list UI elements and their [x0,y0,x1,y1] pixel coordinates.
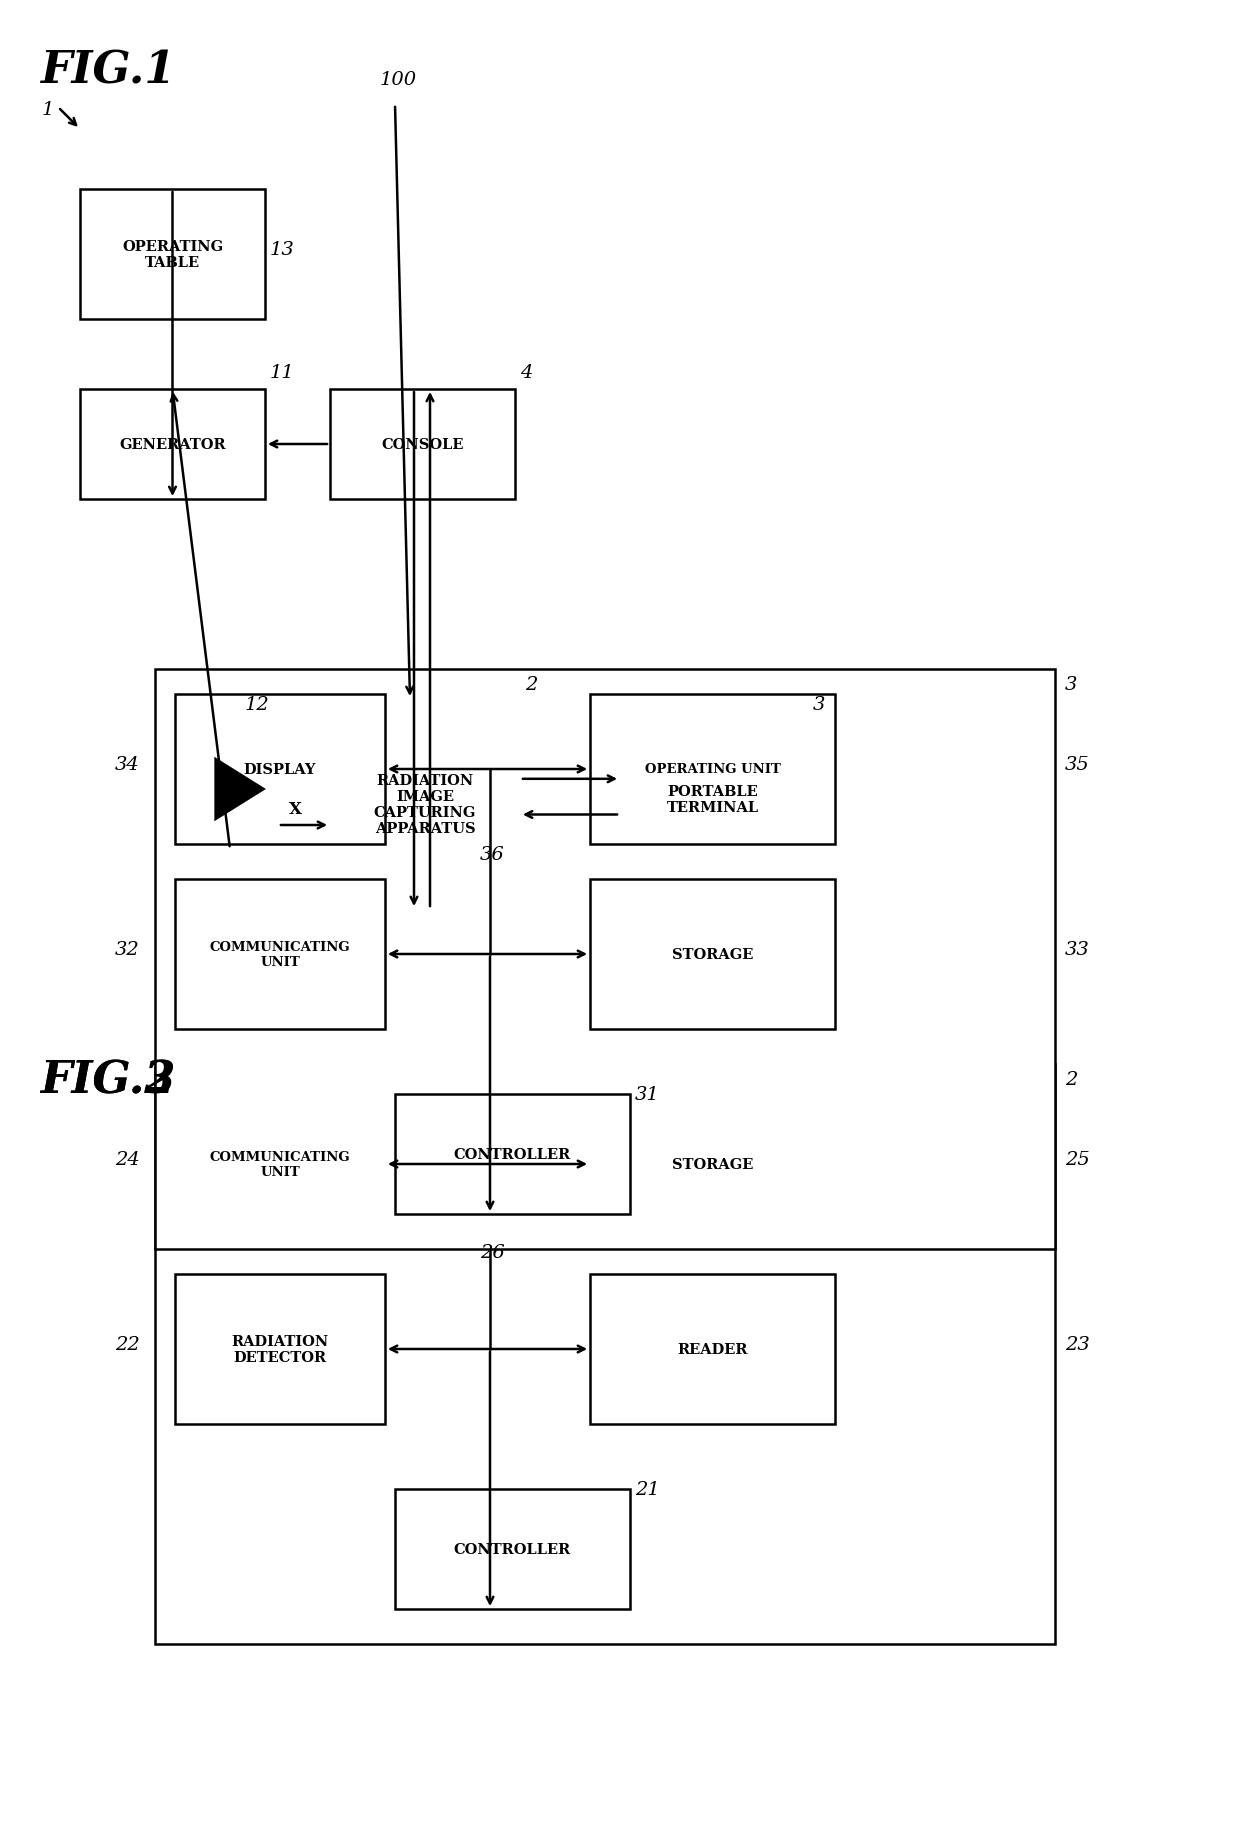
Ellipse shape [182,729,278,850]
Text: 36: 36 [480,846,505,864]
Text: OPERATING UNIT: OPERATING UNIT [645,764,780,777]
Text: 12: 12 [244,696,269,713]
Text: STORAGE: STORAGE [672,1158,753,1172]
Text: 2: 2 [525,676,537,693]
Text: DISPLAY: DISPLAY [244,762,316,777]
Text: FIG.2: FIG.2 [40,1059,175,1103]
Text: CONSOLE: CONSOLE [381,438,464,452]
Text: 3: 3 [813,696,826,713]
Text: X: X [289,800,303,817]
Text: 22: 22 [115,1334,140,1353]
Text: OPERATING
TABLE: OPERATING TABLE [122,241,223,270]
Text: PORTABLE
TERMINAL: PORTABLE TERMINAL [666,784,759,815]
Bar [155,669,1055,1249]
Text: 23: 23 [1065,1334,1090,1353]
Text: RADIATION
IMAGE
CAPTURING
APPARATUS: RADIATION IMAGE CAPTURING APPARATUS [373,773,476,835]
Text: 31: 31 [635,1085,660,1103]
Text: 24: 24 [115,1150,140,1169]
Text: 35: 35 [1065,755,1090,773]
Bar [396,1489,630,1610]
Text: FIG.3: FIG.3 [40,1059,175,1103]
Bar [175,695,384,844]
Text: RADIATION
DETECTOR: RADIATION DETECTOR [232,1334,329,1364]
Text: 100: 100 [379,71,417,89]
Text: 11: 11 [270,365,295,381]
Bar [330,700,520,910]
Text: STORAGE: STORAGE [672,948,753,961]
Bar [175,1090,384,1240]
Text: CONTROLLER: CONTROLLER [454,1147,572,1161]
Text: 2: 2 [1065,1070,1078,1088]
Text: 21: 21 [635,1480,660,1499]
Bar [81,190,265,319]
Bar [175,1274,384,1424]
Bar [590,1090,835,1240]
Text: FIG.1: FIG.1 [40,49,175,93]
Text: COMMUNICATING
UNIT: COMMUNICATING UNIT [210,1150,351,1178]
Bar [590,695,835,844]
Text: 13: 13 [270,241,295,259]
Text: GENERATOR: GENERATOR [119,438,226,452]
Bar [396,1094,630,1214]
Bar [81,390,265,500]
Text: COMMUNICATING
UNIT: COMMUNICATING UNIT [210,941,351,968]
Text: 25: 25 [1065,1150,1090,1169]
Text: 26: 26 [480,1243,505,1262]
Text: 4: 4 [520,365,532,381]
Polygon shape [216,760,264,820]
Text: 34: 34 [115,755,140,773]
Text: 1: 1 [42,100,55,118]
Text: 33: 33 [1065,941,1090,959]
Bar [620,720,805,879]
Text: 3: 3 [1065,676,1078,693]
Text: READER: READER [677,1342,748,1356]
Text: CONTROLLER: CONTROLLER [454,1542,572,1557]
Bar [590,1274,835,1424]
Bar [590,879,835,1030]
Bar [175,879,384,1030]
Bar [330,390,515,500]
Text: 32: 32 [115,941,140,959]
Bar [155,1065,1055,1644]
